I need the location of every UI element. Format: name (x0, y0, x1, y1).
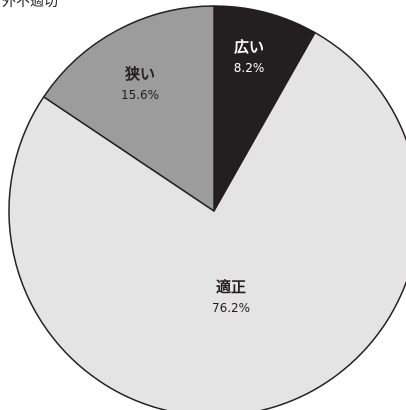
pie-slice-0 (213, 5, 316, 212)
pie-slice-1 (8, 31, 406, 410)
slice-label-0: 広い (234, 38, 264, 56)
clipped-heading: 外不適切 (2, 0, 58, 10)
slice-percent-2: 15.6% (121, 88, 159, 102)
slice-label-2: 狭い (124, 65, 155, 83)
slice-percent-1: 76.2% (212, 301, 250, 315)
slice-label-1: 適正 (216, 278, 246, 296)
slice-percent-0: 8.2% (234, 61, 265, 75)
pie-slice-2 (42, 5, 215, 212)
